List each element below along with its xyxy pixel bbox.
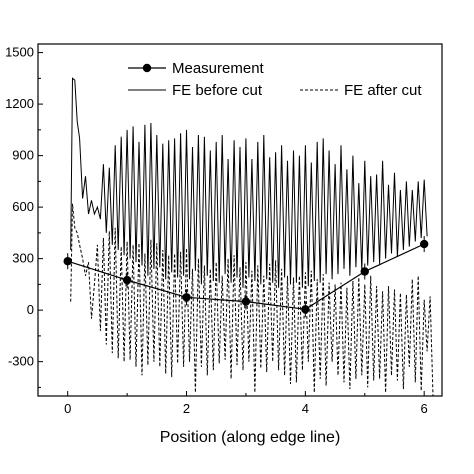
measurement-point <box>182 293 191 302</box>
measurement-point <box>241 297 251 306</box>
y-tick-label: 900 <box>12 148 34 163</box>
legend-measurement-marker <box>142 63 152 73</box>
measurement-point <box>122 275 132 285</box>
y-tick-label: 1200 <box>5 96 34 111</box>
y-tick-label: 1500 <box>5 45 34 60</box>
measurement-point <box>419 239 429 249</box>
plot-frame <box>37 43 443 397</box>
axes-layer: -300 0 300 600 900 1200 1500 0 2 4 6 <box>5 45 428 416</box>
plot-area <box>37 43 443 397</box>
y-tick-label: 300 <box>12 251 34 266</box>
legend: Measurement FE before cut FE after cut <box>128 60 422 99</box>
measurement-point <box>360 267 369 276</box>
x-axis-title: Position (along edge line) <box>160 429 341 446</box>
y-tick-label: 600 <box>12 199 34 214</box>
series-fe-after-cut-line <box>70 203 434 396</box>
x-tick-label: 0 <box>64 401 71 416</box>
legend-measurement-label: Measurement <box>172 60 265 77</box>
x-tick-label: 6 <box>421 401 428 416</box>
measurement-point <box>63 257 72 266</box>
measurement-point <box>301 305 310 314</box>
x-tick-label: 2 <box>183 401 190 416</box>
series-fe-before-cut-line <box>70 77 428 288</box>
y-tick-label: 0 <box>27 302 34 317</box>
y-tick-label: -300 <box>8 354 34 369</box>
series-layer <box>63 77 434 396</box>
legend-fe-before-cut-label: FE before cut <box>172 82 263 99</box>
x-tick-label: 4 <box>302 401 309 416</box>
legend-fe-after-cut-label: FE after cut <box>344 82 422 99</box>
